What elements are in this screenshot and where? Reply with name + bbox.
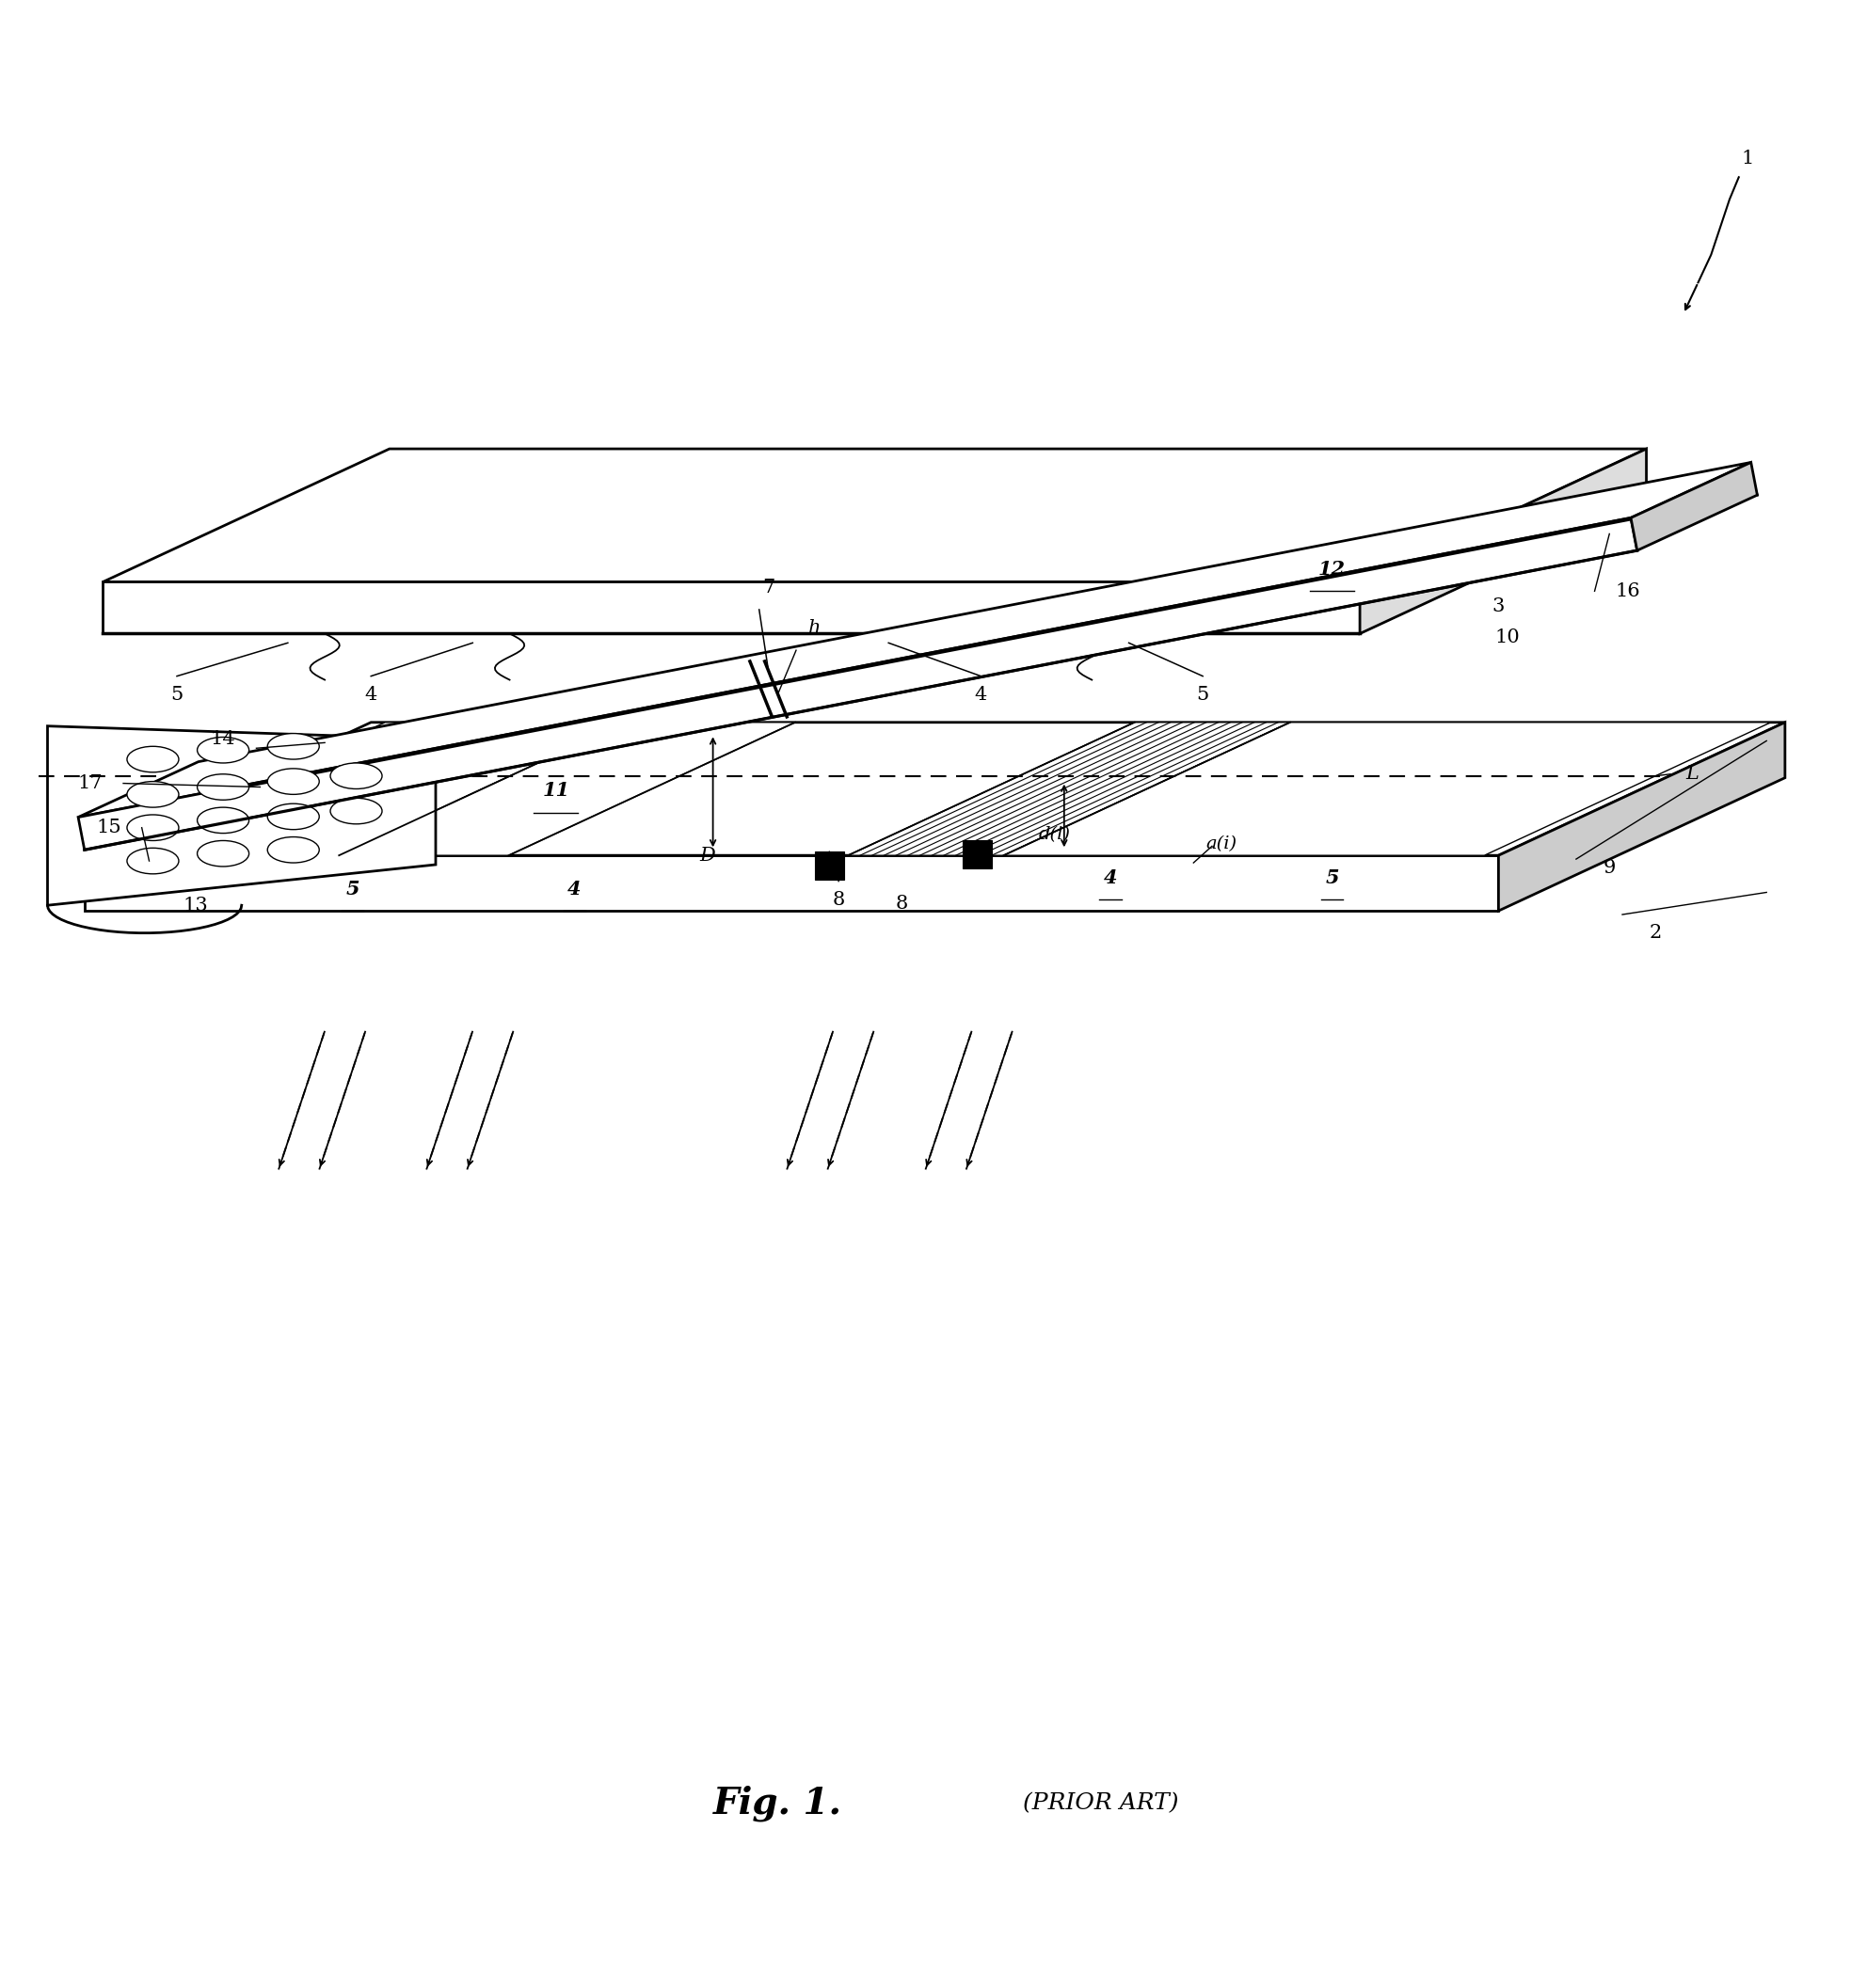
Ellipse shape: [128, 815, 180, 841]
Text: 12: 12: [1318, 559, 1346, 579]
Text: 8: 8: [833, 891, 844, 909]
Text: 2: 2: [1649, 924, 1662, 942]
Ellipse shape: [268, 734, 318, 759]
Ellipse shape: [329, 797, 381, 823]
Polygon shape: [78, 463, 1751, 817]
Ellipse shape: [268, 769, 318, 795]
Polygon shape: [339, 722, 796, 855]
Polygon shape: [848, 722, 1290, 855]
Ellipse shape: [268, 803, 318, 829]
Polygon shape: [48, 726, 435, 905]
Text: 4: 4: [365, 686, 378, 704]
Polygon shape: [1003, 722, 1771, 855]
Text: 10: 10: [1496, 628, 1520, 646]
Text: 15: 15: [96, 819, 120, 837]
Polygon shape: [814, 851, 844, 879]
Polygon shape: [78, 517, 1636, 849]
Text: 17: 17: [78, 775, 102, 793]
Ellipse shape: [329, 763, 381, 789]
Text: a(i): a(i): [1205, 835, 1236, 853]
Text: 4: 4: [975, 686, 987, 704]
Polygon shape: [98, 722, 626, 855]
Ellipse shape: [128, 781, 180, 807]
Ellipse shape: [198, 738, 250, 763]
Text: 5: 5: [346, 879, 359, 899]
Polygon shape: [963, 841, 992, 869]
Text: h: h: [809, 618, 822, 636]
Ellipse shape: [198, 773, 250, 799]
Text: 4: 4: [1103, 869, 1118, 887]
Text: 4: 4: [568, 879, 581, 899]
Text: 3: 3: [1492, 596, 1505, 614]
Text: D: D: [700, 847, 714, 865]
Polygon shape: [1499, 722, 1784, 911]
Polygon shape: [85, 722, 1784, 855]
Text: 5: 5: [170, 686, 183, 704]
Polygon shape: [1631, 463, 1757, 551]
Text: 8: 8: [896, 895, 907, 912]
Text: 13: 13: [183, 897, 207, 914]
Text: d(i): d(i): [1038, 827, 1072, 843]
Polygon shape: [104, 582, 1360, 634]
Text: L: L: [1686, 765, 1699, 783]
Text: 7: 7: [763, 579, 774, 596]
Text: 5: 5: [1325, 869, 1338, 887]
Ellipse shape: [198, 807, 250, 833]
Ellipse shape: [128, 746, 180, 771]
Text: 5: 5: [1196, 686, 1209, 704]
Ellipse shape: [128, 849, 180, 875]
Text: 1: 1: [1742, 149, 1755, 167]
Ellipse shape: [268, 837, 318, 863]
Polygon shape: [85, 855, 1499, 911]
Polygon shape: [104, 449, 1646, 582]
Text: 9: 9: [1603, 859, 1616, 877]
Text: 11: 11: [542, 781, 570, 799]
Ellipse shape: [198, 841, 250, 867]
Text: 14: 14: [211, 730, 235, 747]
Polygon shape: [1360, 449, 1646, 634]
Text: Fig. 1.: Fig. 1.: [713, 1785, 842, 1821]
Text: 16: 16: [1616, 582, 1640, 600]
Text: (PRIOR ART): (PRIOR ART): [1024, 1793, 1179, 1815]
